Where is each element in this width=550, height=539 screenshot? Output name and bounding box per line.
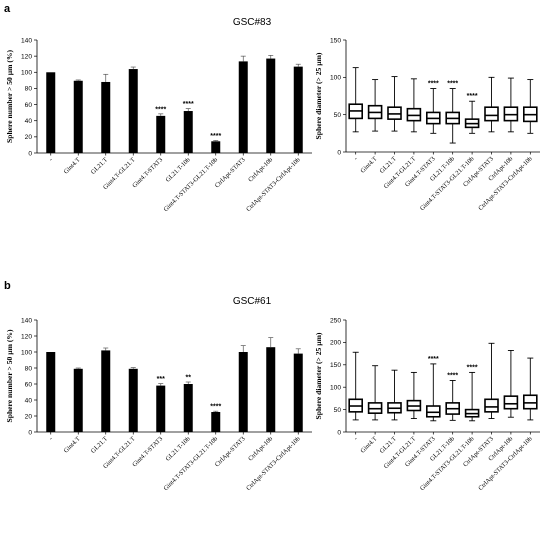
significance-label: *** — [157, 376, 165, 383]
y-tick-label: 60 — [25, 102, 33, 109]
significance-label: **** — [428, 356, 439, 363]
y-tick-label: 100 — [21, 70, 32, 77]
bar — [156, 115, 166, 153]
bar — [128, 69, 138, 153]
panel-label-a: a — [4, 3, 11, 15]
x-tick-label: Gint4.T-STAT3-GL21.T-10b — [162, 156, 219, 213]
x-tick-label: - — [48, 156, 54, 162]
panel-label-b: b — [4, 280, 11, 292]
significance-label: **** — [467, 364, 478, 371]
bar — [238, 352, 248, 432]
box — [522, 394, 538, 410]
x-tick-label: CtrlApt-10b — [247, 156, 274, 183]
y-tick-label: 20 — [25, 134, 33, 141]
x-tick-label: - — [353, 155, 359, 161]
bar — [238, 61, 248, 154]
y-tick-label: 40 — [25, 118, 33, 125]
y-tick-label: 120 — [21, 53, 32, 60]
bar — [73, 80, 83, 153]
bar-chart-b: 0 20 40 60 80 100 120 140 Sphere number > 50 µm … — [5, 317, 312, 492]
x-tick-label: Gint4.T — [63, 435, 82, 454]
bar-chart-a: 0 20 40 60 80 100 120 140 Sphere number > 50 µm … — [5, 37, 312, 213]
x-tick-label: - — [353, 435, 359, 441]
y-tick-label: 40 — [25, 397, 33, 404]
y-tick-label: 0 — [28, 429, 32, 436]
y-tick-label: 140 — [21, 317, 32, 324]
y-tick-label: 250 — [330, 317, 341, 324]
significance-label: **** — [467, 93, 478, 100]
y-tick-label: 120 — [21, 333, 32, 340]
y-tick-label: 60 — [25, 381, 33, 388]
y-axis-label: Sphere diameter (> 25 µm) — [314, 332, 323, 419]
bar — [101, 81, 111, 153]
significance-label: **** — [447, 81, 458, 88]
bar — [73, 368, 83, 432]
x-tick-label: Gint4.T-STAT3-GL21.T-10b — [162, 435, 219, 492]
x-tick-label: GL21.T — [90, 435, 109, 454]
significance-label: **** — [183, 101, 194, 108]
y-tick-label: 150 — [330, 37, 341, 44]
x-tick-label: - — [48, 435, 54, 441]
boxplot-b: 0 50 100 150 200 250 Sphere diameter (> 25 µm)… — [314, 317, 540, 492]
box — [484, 106, 499, 122]
y-tick-label: 200 — [330, 340, 341, 347]
bar — [101, 350, 111, 432]
bar — [266, 58, 276, 153]
y-tick-label: 100 — [330, 385, 341, 392]
panel-title-a: GSC#83 — [233, 17, 272, 28]
box — [425, 405, 441, 418]
y-tick-label: 20 — [25, 413, 33, 420]
significance-label: **** — [210, 133, 221, 140]
y-tick-label: 100 — [330, 75, 341, 82]
panel-title-b: GSC#61 — [233, 296, 272, 307]
y-tick-label: 0 — [28, 150, 32, 157]
y-axis-label: Sphere number > 50 µm (%) — [5, 329, 14, 422]
significance-label: **** — [155, 106, 166, 113]
y-axis-label: Sphere number > 50 µm (%) — [5, 50, 14, 143]
box — [503, 395, 519, 410]
x-tick-label: CtrlApt-10b — [247, 435, 274, 462]
bar — [46, 352, 56, 432]
bar — [293, 353, 303, 432]
y-tick-label: 140 — [21, 37, 32, 44]
bar — [46, 72, 56, 153]
x-tick-label: GL21.T-10b — [164, 156, 191, 183]
significance-label: **** — [447, 372, 458, 379]
x-tick-label: CtrlApt-STAT3-CtrlApt-10b — [245, 435, 302, 492]
y-tick-label: 100 — [21, 349, 32, 356]
bar — [183, 384, 193, 432]
x-tick-label: Gint4.T — [63, 156, 82, 175]
x-tick-label: CtrlApt-STAT3-CtrlApt-10b — [245, 156, 302, 213]
y-tick-label: 0 — [337, 429, 341, 436]
bar — [156, 385, 166, 432]
y-tick-label: 80 — [25, 86, 33, 93]
bar — [266, 347, 276, 432]
y-tick-label: 50 — [334, 112, 342, 119]
y-tick-label: 150 — [330, 362, 341, 369]
y-tick-label: 50 — [334, 407, 342, 414]
bar — [211, 141, 221, 153]
y-tick-label: 80 — [25, 365, 33, 372]
x-tick-label: Gint4.T — [359, 155, 378, 174]
significance-label: **** — [210, 404, 221, 411]
y-axis-label: Sphere diameter (> 25 µm) — [314, 52, 323, 139]
y-tick-label: 0 — [337, 149, 341, 156]
significance-label: ** — [186, 375, 192, 382]
x-tick-label: Gint4.T — [359, 435, 378, 454]
boxplot-a: 0 50 100 150 Sphere diameter (> 25 µm) - Gint4… — [314, 37, 540, 212]
significance-label: **** — [428, 81, 439, 88]
bar — [293, 66, 303, 153]
x-tick-label: GL21.T-10b — [164, 435, 191, 462]
bar — [211, 412, 221, 432]
box — [484, 398, 499, 413]
bar — [183, 111, 193, 153]
x-tick-label: GL21.T — [90, 156, 109, 175]
bar — [128, 368, 138, 432]
